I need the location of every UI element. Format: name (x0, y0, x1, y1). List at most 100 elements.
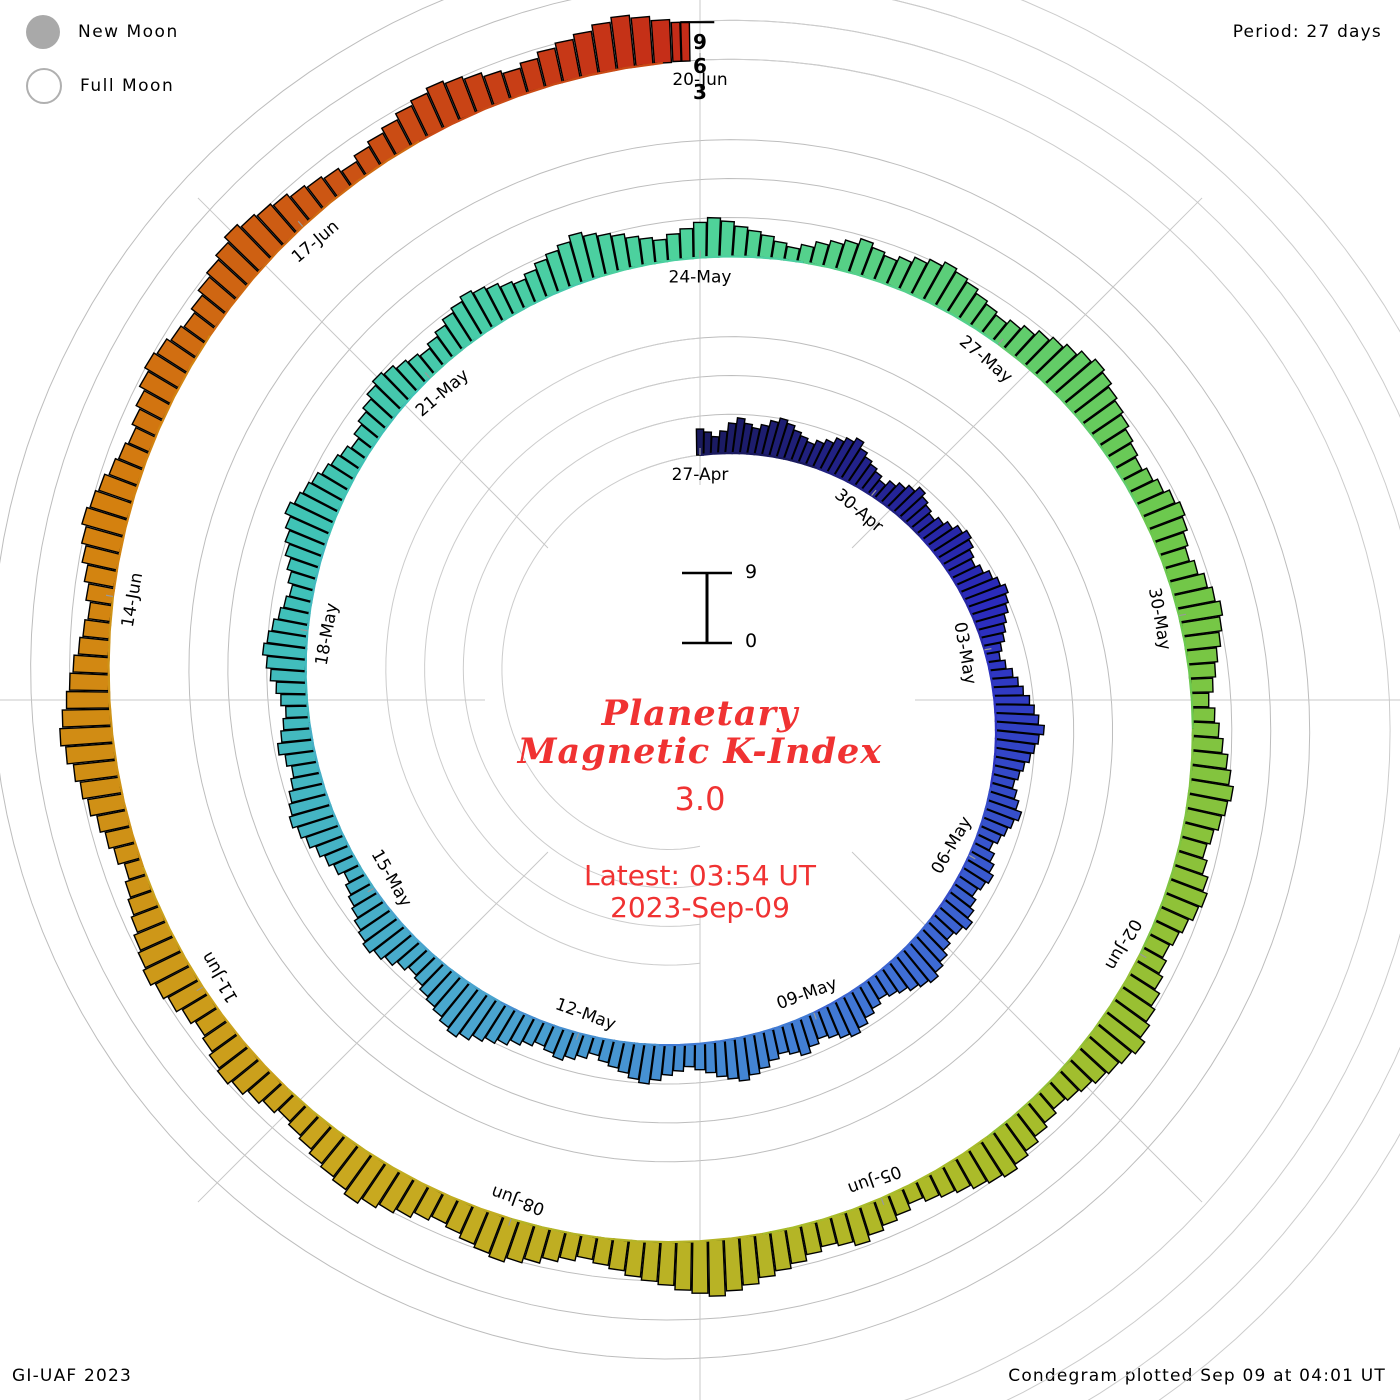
kindex-bar (674, 1240, 693, 1291)
chart-title-line1: Planetary (601, 693, 799, 734)
spiral-baseline (803, 261, 1000, 346)
spiral-baseline (813, 917, 933, 1014)
kindex-bar (710, 435, 720, 455)
kindex-bar (657, 1240, 677, 1287)
date-tick (871, 489, 877, 496)
spiral-guide-trailing (891, 0, 1400, 1400)
date-tick-label: 20-Jun (672, 70, 727, 90)
date-tick (813, 1012, 817, 1020)
date-tick (880, 1198, 885, 1206)
credit-label: GI-UAF 2023 (12, 1366, 133, 1386)
kindex-bar (694, 1043, 706, 1071)
kindex-bar (77, 636, 111, 657)
date-tick (297, 220, 304, 227)
date-tick (424, 372, 431, 379)
scale-bar (682, 571, 732, 645)
full-moon-icon (26, 68, 62, 104)
bars-layer (59, 14, 1235, 1297)
spiral-guide-trailing (699, 19, 1400, 1400)
date-tick (998, 338, 1004, 345)
spiral-baseline (986, 953, 1142, 1138)
spiral-baseline (308, 722, 375, 889)
spiral-baseline (286, 1088, 512, 1220)
radial-spoke (197, 851, 549, 1203)
kindex-bar (732, 225, 749, 258)
kindex-bar (275, 681, 308, 695)
date-tick (1139, 953, 1147, 959)
kindex-bar (989, 667, 1014, 680)
legend-row-full-moon: Full Moon (26, 64, 179, 108)
legend-label-full-moon: Full Moon (80, 76, 175, 96)
spiral-baseline (111, 334, 212, 597)
date-tick (984, 648, 992, 651)
date-tick (575, 1033, 580, 1041)
new-moon-icon (26, 15, 60, 49)
kindex-bar (706, 216, 722, 258)
kindex-bar (639, 236, 656, 266)
spiral-baseline (983, 649, 998, 788)
date-tick (105, 594, 114, 598)
latest-time-label: Latest: 03:54 UT (583, 859, 817, 892)
legend-label-new-moon: New Moon (78, 22, 179, 42)
scale-min-label: 0 (745, 630, 758, 652)
date-tick (1178, 613, 1186, 617)
spiral-gridline-k9 (0, 0, 1311, 1360)
spiral-guide-leading (501, 454, 701, 850)
kindex-bar (683, 1043, 696, 1068)
date-tick (508, 1218, 512, 1226)
spiral-baseline (919, 535, 986, 651)
kindex-bar (707, 1239, 727, 1297)
spiral-baseline (107, 596, 144, 868)
kindex-bar (719, 220, 736, 258)
kindex-bar (1185, 647, 1219, 665)
spiral-baseline (141, 866, 289, 1090)
kindex-bar (650, 18, 673, 65)
radial-axis-layer (679, 21, 715, 62)
spiral-guide-trailing (699, 58, 1391, 1400)
kindex-bar (72, 654, 110, 675)
kindex-bar (991, 676, 1019, 688)
period-label: Period: 27 days (1232, 22, 1382, 42)
date-tick-label: 27-Apr (672, 465, 729, 485)
kindex-bar (987, 659, 1007, 671)
radial-spoke (851, 851, 1203, 1203)
spiral-baseline (1139, 728, 1194, 955)
radial-axis-stem (679, 22, 683, 62)
chart-title-line2: Magnetic K-Index (517, 731, 883, 772)
kindex-bar (679, 227, 694, 260)
kindex-bar (723, 1237, 744, 1292)
date-tick-label: 14-Jun (118, 571, 147, 629)
kindex-bar (1189, 677, 1214, 694)
spiral-baseline (699, 451, 817, 470)
date-tick-label: 24-May (669, 268, 732, 288)
spiral-baseline (326, 377, 431, 540)
latest-date-label: 2023-Sep-09 (610, 891, 790, 924)
spiral-baseline (428, 275, 601, 379)
kindex-bar (665, 233, 682, 262)
spiral-baseline (500, 1001, 660, 1047)
date-tick-label: 30-May (1144, 586, 1175, 651)
kindex-bar (672, 1043, 686, 1072)
date-tick (196, 986, 204, 992)
spiral-baseline (418, 61, 664, 143)
kindex-bar (82, 618, 112, 640)
radial-axis-label-6: 6 (693, 54, 707, 78)
radial-axis-label-3: 3 (693, 80, 707, 104)
kindex-bar (68, 672, 110, 692)
date-tick (300, 628, 308, 632)
scale-max-label: 9 (745, 561, 758, 583)
kindex-bar (714, 1040, 728, 1078)
kindex-bar (652, 238, 669, 264)
spiral-baseline (659, 1011, 815, 1047)
radial-axis-label-9: 9 (693, 30, 707, 54)
spiral-gridline-k3 (69, 19, 1233, 1282)
spiral-gridline-k6 (30, 0, 1272, 1321)
kindex-bar (87, 601, 114, 623)
date-tick (367, 887, 375, 893)
spiral-guide-leading (424, 376, 701, 927)
spiral-baseline (997, 343, 1141, 511)
kindex-bar (640, 1240, 661, 1283)
plotted-label: Condegram plotted Sep 09 at 04:01 UT (1008, 1366, 1386, 1386)
